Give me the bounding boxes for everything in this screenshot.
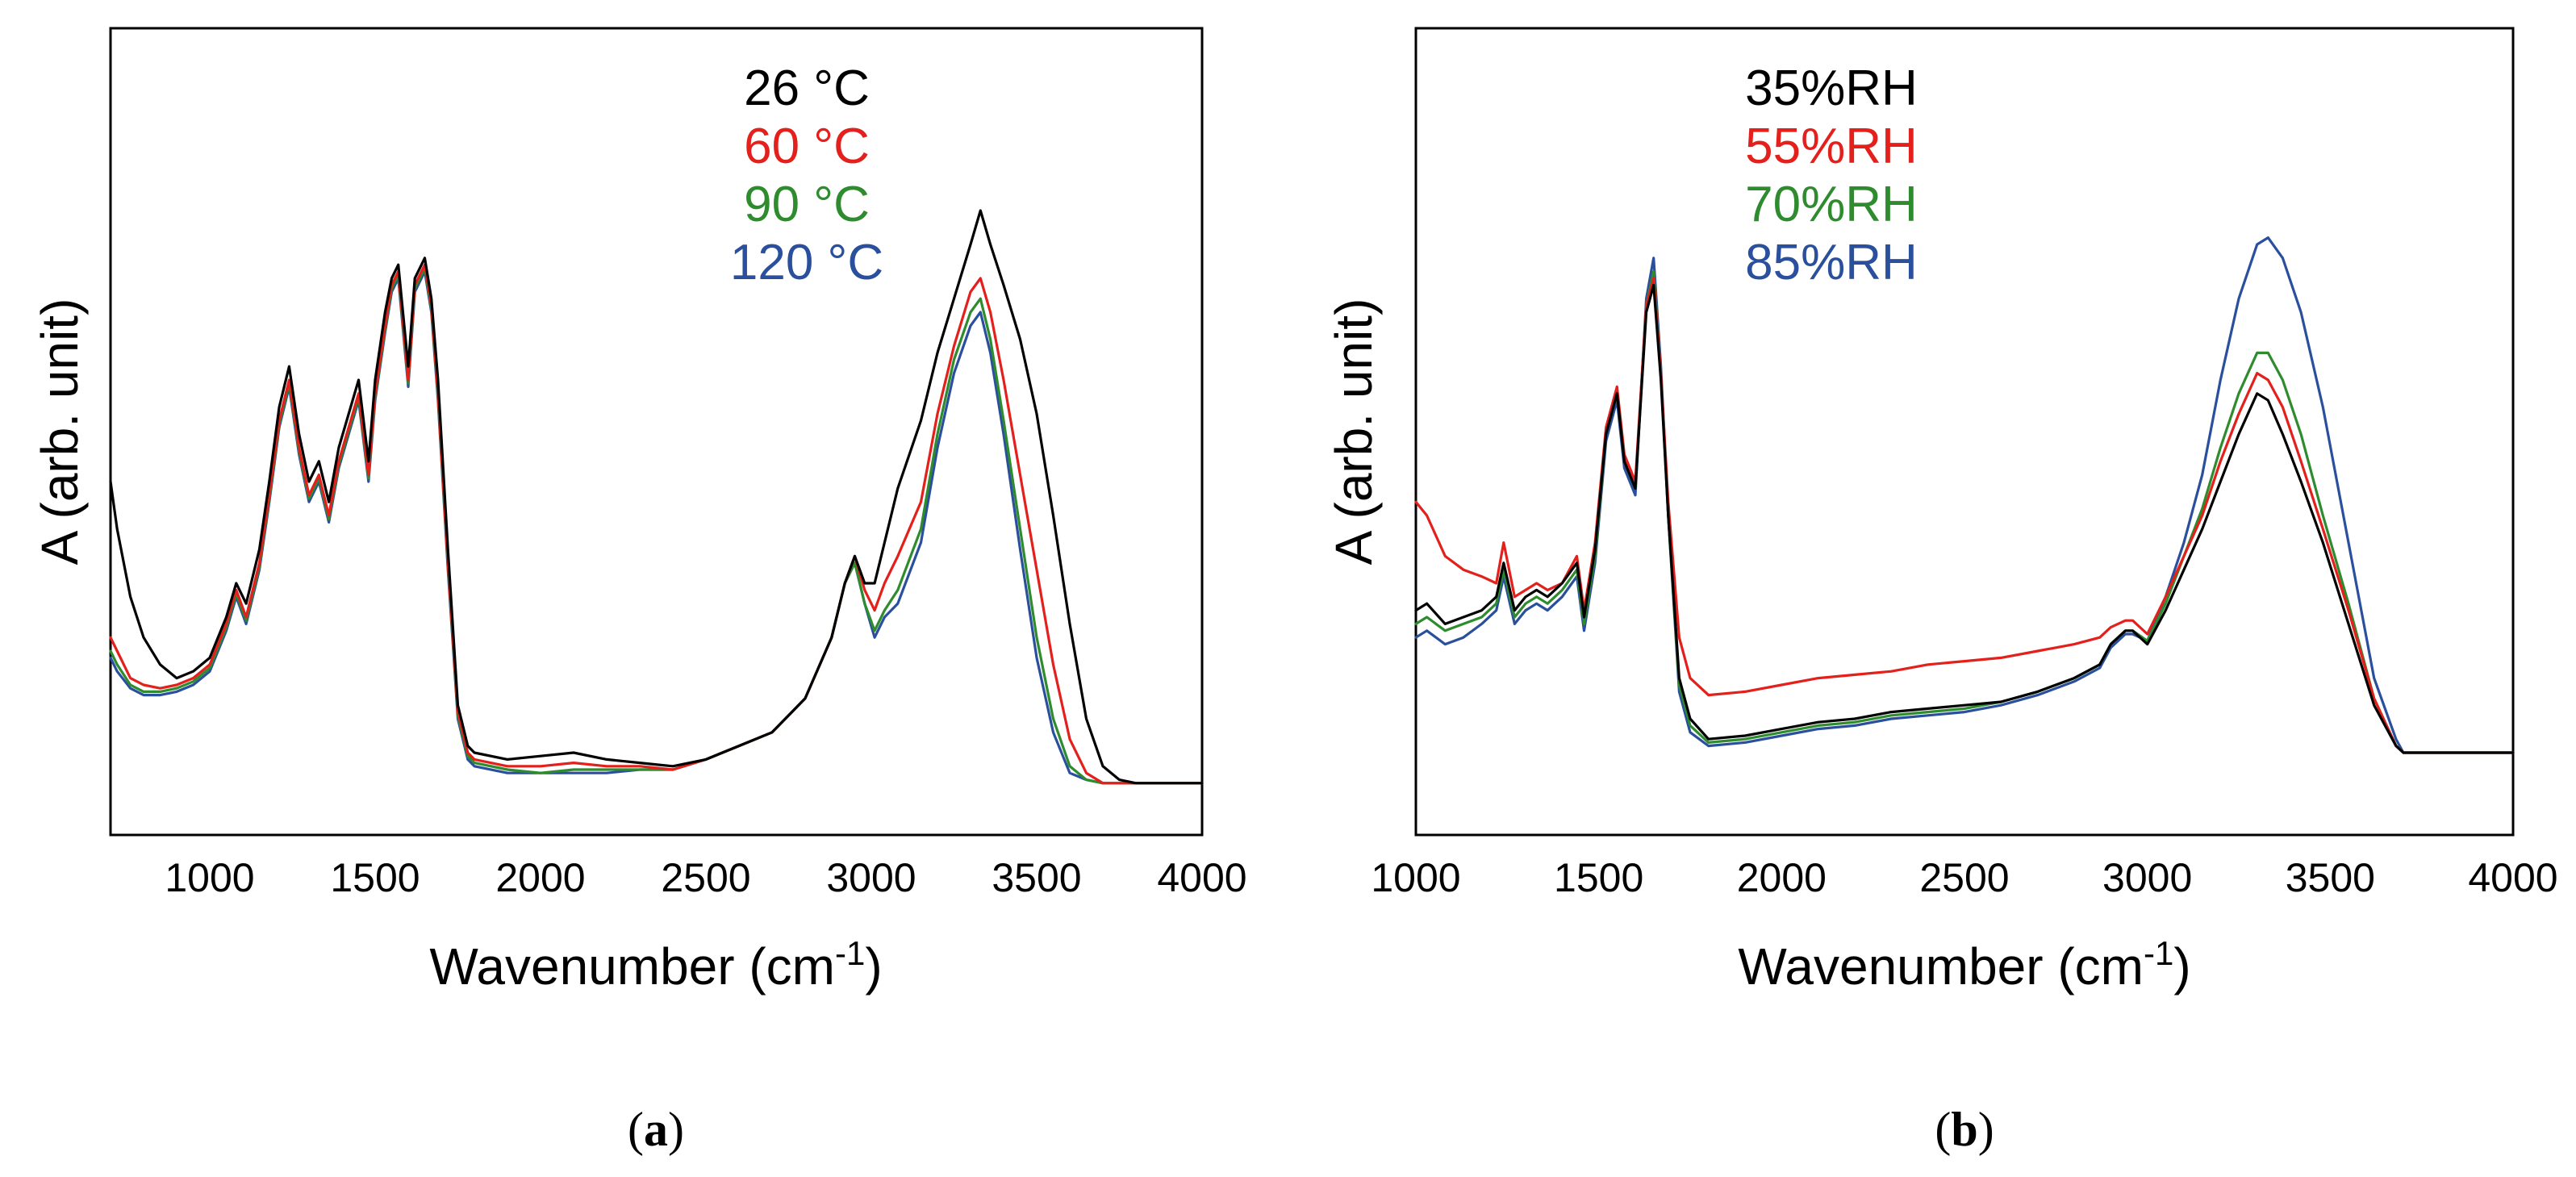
x-axis-title-main-b: Wavenumber (cm — [1738, 937, 2144, 995]
x-axis-title-end-b: ) — [2173, 937, 2190, 995]
x-axis-title-main-a: Wavenumber (cm — [429, 937, 835, 995]
x-tick-label-b-2: 2000 — [1737, 855, 1827, 900]
x-tick-label-a-2: 2000 — [495, 855, 585, 900]
x-tick-label-b-4: 3000 — [2102, 855, 2192, 900]
x-tick-label-b-1: 1500 — [1554, 855, 1643, 900]
x-axis-title-end-a: ) — [865, 937, 882, 995]
x-tick-label-a-1: 1500 — [330, 855, 420, 900]
series-line-a-0 — [109, 209, 1204, 785]
series-group-b — [1414, 236, 2515, 754]
legend-entry-b-2: 70%RH — [1745, 177, 1918, 232]
x-axis-title-b: Wavenumber (cm-1) — [1738, 934, 2190, 995]
panel-letter-b: b — [1951, 1103, 1977, 1156]
series-line-a-3 — [109, 270, 1204, 785]
legend-entry-a-3: 120 °C — [730, 235, 883, 290]
series-line-b-0 — [1414, 283, 2515, 754]
x-axis-title-a: Wavenumber (cm-1) — [429, 934, 882, 995]
legend-entry-a-2: 90 °C — [744, 177, 870, 232]
x-tick-label-a-3: 2500 — [661, 855, 750, 900]
plot-frame-a — [109, 27, 1204, 837]
plot-frame-b — [1414, 27, 2515, 837]
panel-label-a: (a) — [628, 1103, 684, 1156]
y-axis-title-a: A (arb. unit) — [31, 298, 89, 566]
series-line-b-3 — [1414, 236, 2515, 754]
x-tick-label-a-4: 3000 — [826, 855, 916, 900]
series-line-b-1 — [1414, 277, 2515, 754]
x-tick-label-b-5: 3500 — [2286, 855, 2375, 900]
legend-entry-b-0: 35%RH — [1745, 61, 1918, 116]
legend-entry-a-0: 26 °C — [744, 61, 870, 116]
x-tick-label-a-5: 3500 — [992, 855, 1081, 900]
x-tick-label-b-0: 1000 — [1371, 855, 1460, 900]
x-tick-label-a-0: 1000 — [165, 855, 254, 900]
y-axis-title-b: A (arb. unit) — [1325, 298, 1383, 566]
panel-letter-a: a — [644, 1103, 668, 1156]
legend-entry-b-3: 85%RH — [1745, 235, 1918, 290]
x-tick-label-a-6: 4000 — [1157, 855, 1246, 900]
panel-label-b: (b) — [1935, 1103, 1994, 1156]
chart-panel-a: 1000 1500 2000 2500 3000 3500 4000 A (arb. uni… — [31, 27, 1247, 1156]
legend-entry-b-1: 55%RH — [1745, 119, 1918, 174]
series-line-b-2 — [1414, 270, 2515, 754]
series-line-a-2 — [109, 266, 1204, 785]
x-tick-labels-b: 1000 1500 2000 2500 3000 3500 4000 — [1371, 855, 2557, 900]
legend-entry-a-1: 60 °C — [744, 119, 870, 174]
x-tick-label-b-6: 4000 — [2468, 855, 2557, 900]
series-line-a-1 — [109, 263, 1204, 785]
x-axis-title-sup-a: -1 — [835, 934, 865, 972]
x-tick-label-b-3: 2500 — [1919, 855, 2009, 900]
series-group-a — [109, 209, 1204, 785]
x-axis-title-sup-b: -1 — [2144, 934, 2173, 972]
chart-panel-b: 1000 1500 2000 2500 3000 3500 4000 A (arb. uni… — [1325, 27, 2558, 1156]
x-tick-labels-a: 1000 1500 2000 2500 3000 3500 4000 — [165, 855, 1246, 900]
